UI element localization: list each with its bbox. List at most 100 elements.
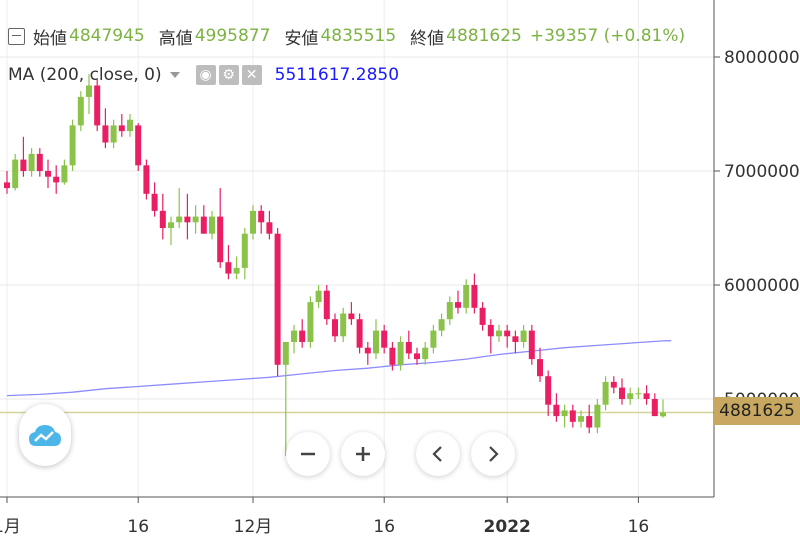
x-tick-label: 16 — [628, 517, 650, 537]
x-tick-label: 2022 — [484, 517, 531, 537]
candle-body — [36, 153, 43, 171]
candle-body — [446, 302, 453, 320]
candle-body — [610, 381, 617, 388]
candle-body — [528, 330, 535, 360]
candle-body — [619, 387, 625, 399]
candle-body — [381, 330, 388, 348]
candle-body — [241, 233, 248, 268]
candle-body — [635, 393, 642, 395]
candle-body — [118, 125, 125, 132]
candle-body — [479, 307, 486, 325]
candle-body — [282, 342, 289, 365]
candle-body — [553, 404, 560, 417]
candle-body — [364, 347, 371, 354]
candle-body — [69, 125, 76, 166]
high-label: 高値 — [158, 28, 193, 49]
change-value: +39357 (+0.81%) — [529, 26, 686, 46]
candle-body — [45, 171, 51, 177]
candle-body — [299, 330, 306, 342]
candle-body — [209, 216, 215, 234]
candle-body — [4, 182, 10, 189]
candle-body — [561, 410, 568, 417]
zoom-out-button[interactable] — [286, 432, 330, 476]
eye-icon[interactable]: ◉ — [195, 65, 216, 85]
candle-body — [307, 302, 314, 342]
candle-body — [94, 85, 101, 126]
y-tick-label: 6000000 — [724, 276, 800, 296]
candle-body — [53, 176, 60, 183]
low-label: 安値 — [284, 28, 319, 49]
candle-body — [28, 153, 35, 171]
candle-body — [86, 85, 92, 97]
candle-body — [397, 342, 404, 365]
candle-body — [545, 376, 552, 405]
ma-indicator-row: MA (200, close, 0) ◉ ⚙ ✕ 5511617.2850 — [8, 62, 399, 88]
candle-body — [159, 210, 166, 228]
candle-body — [496, 330, 502, 337]
open-label: 始値 — [33, 28, 67, 49]
candle-body — [274, 233, 281, 365]
candle-body — [463, 285, 470, 308]
candle-body — [422, 347, 429, 360]
candle-body — [373, 330, 379, 354]
ma-value: 5511617.2850 — [274, 65, 400, 85]
candle-body — [356, 319, 363, 348]
close-value: 4881625 — [446, 26, 522, 46]
close-icon[interactable]: ✕ — [241, 65, 262, 85]
candle-body — [192, 216, 199, 223]
candle-body — [332, 319, 338, 337]
candle-body — [20, 159, 27, 171]
candle-body — [569, 410, 576, 422]
ma-line — [6, 340, 672, 397]
candle-body — [258, 210, 265, 223]
x-tick-label: 16 — [373, 517, 395, 537]
candle-body — [127, 119, 133, 132]
candle-body — [323, 290, 330, 320]
candle-body — [594, 404, 601, 428]
candle-body — [414, 353, 420, 360]
x-tick-label: 1月 — [0, 517, 21, 537]
candle-body — [168, 222, 174, 228]
candle-body — [291, 330, 297, 342]
candle-body — [487, 324, 494, 337]
candle-body — [504, 330, 511, 337]
candle-body — [520, 330, 527, 342]
candle-body — [643, 393, 650, 399]
open-value: 4847945 — [69, 26, 145, 46]
zoom-in-button[interactable] — [341, 432, 385, 476]
candle-body — [110, 125, 117, 143]
candle-body — [512, 336, 519, 342]
x-axis: 1月 16 12月 16 2022 16 — [0, 497, 649, 537]
candle-body — [455, 302, 461, 308]
candle-body — [151, 193, 158, 211]
low-value: 4835515 — [320, 26, 397, 46]
y-axis: 8000000700000060000005000000 — [714, 48, 800, 410]
cloud-logo-icon[interactable] — [19, 404, 71, 466]
candle-body — [660, 412, 666, 417]
candle-body — [537, 359, 543, 377]
scroll-right-button[interactable] — [471, 432, 515, 476]
scroll-left-button[interactable] — [416, 432, 460, 476]
gear-icon[interactable]: ⚙ — [218, 65, 239, 85]
minus-box-icon[interactable] — [8, 27, 25, 45]
candle-body — [184, 216, 191, 223]
candle-body — [77, 96, 84, 126]
candle-body — [12, 159, 19, 189]
chevron-down-icon[interactable] — [169, 72, 180, 78]
candle-body — [430, 330, 437, 348]
y-tick-label: 8000000 — [724, 48, 800, 68]
candles — [4, 74, 666, 456]
candle-body — [266, 222, 273, 234]
candle-body — [61, 165, 68, 183]
candle-body — [200, 216, 207, 234]
ma-label: MA (200, close, 0) — [8, 65, 162, 85]
candle-body — [250, 210, 256, 234]
candle-body — [233, 267, 240, 274]
ohlc-header: 始値 4847945 高値 4995877 安値 4835515 終値 4881… — [0, 22, 693, 50]
candle-body — [389, 347, 396, 365]
candle-body — [176, 216, 183, 223]
candle-body — [217, 216, 224, 263]
candle-body — [578, 416, 584, 422]
candle-body — [348, 313, 355, 320]
y-tick-label: 7000000 — [724, 162, 800, 182]
